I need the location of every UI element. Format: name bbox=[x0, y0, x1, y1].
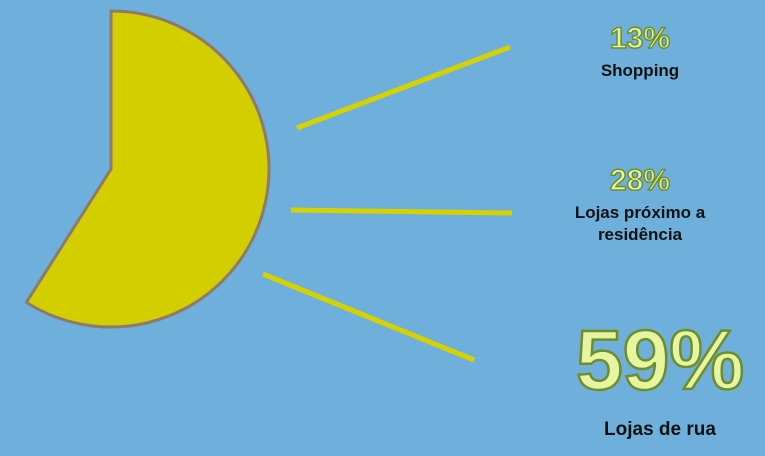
leader-line-lojas-proximo bbox=[290, 207, 513, 216]
label-group-shopping: 13% Shopping bbox=[555, 22, 725, 82]
leader-line-shopping bbox=[296, 44, 511, 131]
slice-percent-lojas-proximo: 28% bbox=[609, 164, 671, 197]
slice-label-shopping: Shopping bbox=[600, 61, 680, 80]
slice-percent-lojas-de-rua: 59% bbox=[575, 313, 746, 407]
label-group-lojas-de-rua: 59% Lojas de rua bbox=[555, 313, 765, 443]
label-group-lojas-proximo: 28% Lojas próximo a residência bbox=[540, 164, 740, 246]
leader-line-lojas-de-rua bbox=[262, 271, 475, 363]
slice-percent-shopping: 13% bbox=[609, 22, 671, 55]
pie-slice-lojas-de-rua bbox=[24, 9, 271, 329]
slice-label-lojas-proximo: Lojas próximo a residência bbox=[574, 203, 706, 245]
slice-label-lojas-de-rua: Lojas de rua bbox=[604, 419, 716, 440]
